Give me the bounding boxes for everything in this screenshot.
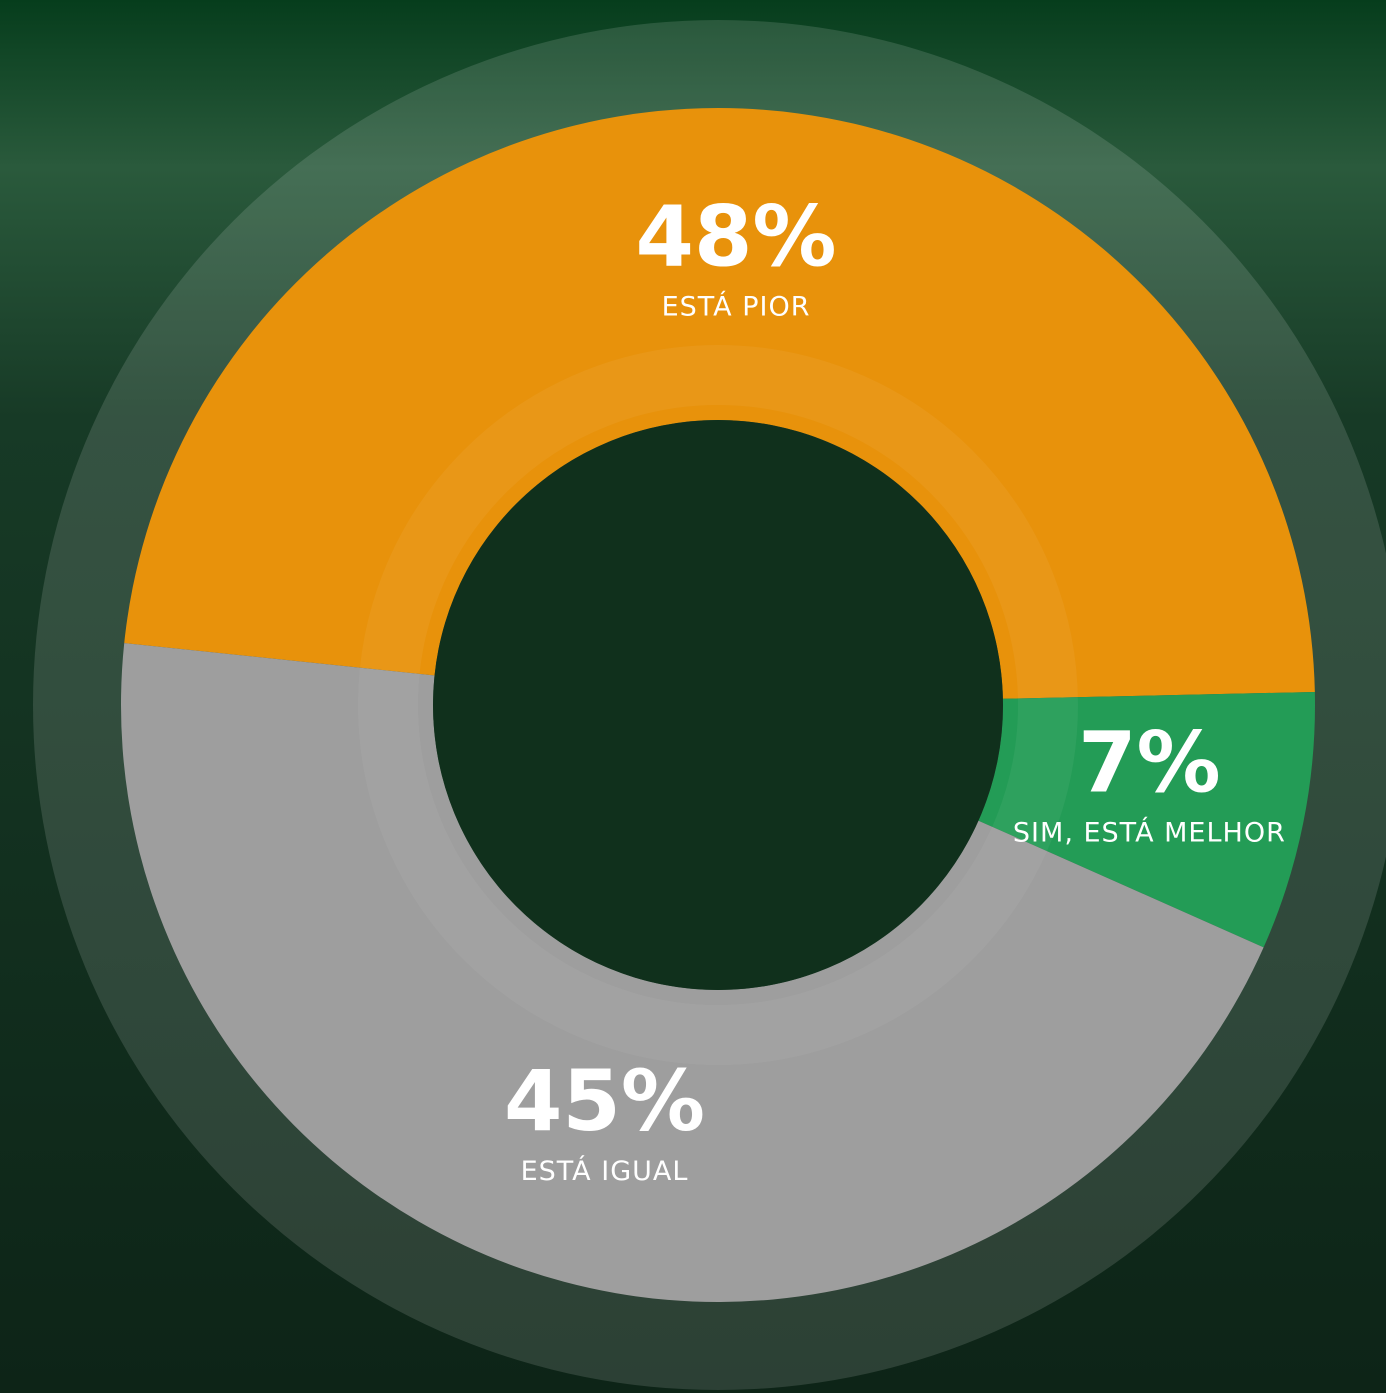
slices [121, 108, 1315, 1303]
value-label: 7% [1078, 714, 1221, 812]
slice [978, 691, 1315, 948]
labels: 48% ESTÁ PIOR 7% SIM, ESTÁ MELHOR 45% ESTÁ IG… [504, 187, 1286, 1187]
inner-ring [358, 345, 1078, 1065]
slice [124, 108, 1315, 699]
category-label: SIM, ESTÁ MELHOR [1013, 817, 1286, 849]
hole [433, 420, 1003, 990]
category-label: ESTÁ IGUAL [521, 1155, 689, 1187]
slice [121, 643, 1264, 1303]
category-label: ESTÁ PIOR [662, 290, 811, 322]
value-label: 45% [504, 1052, 705, 1150]
value-label: 48% [636, 187, 837, 285]
